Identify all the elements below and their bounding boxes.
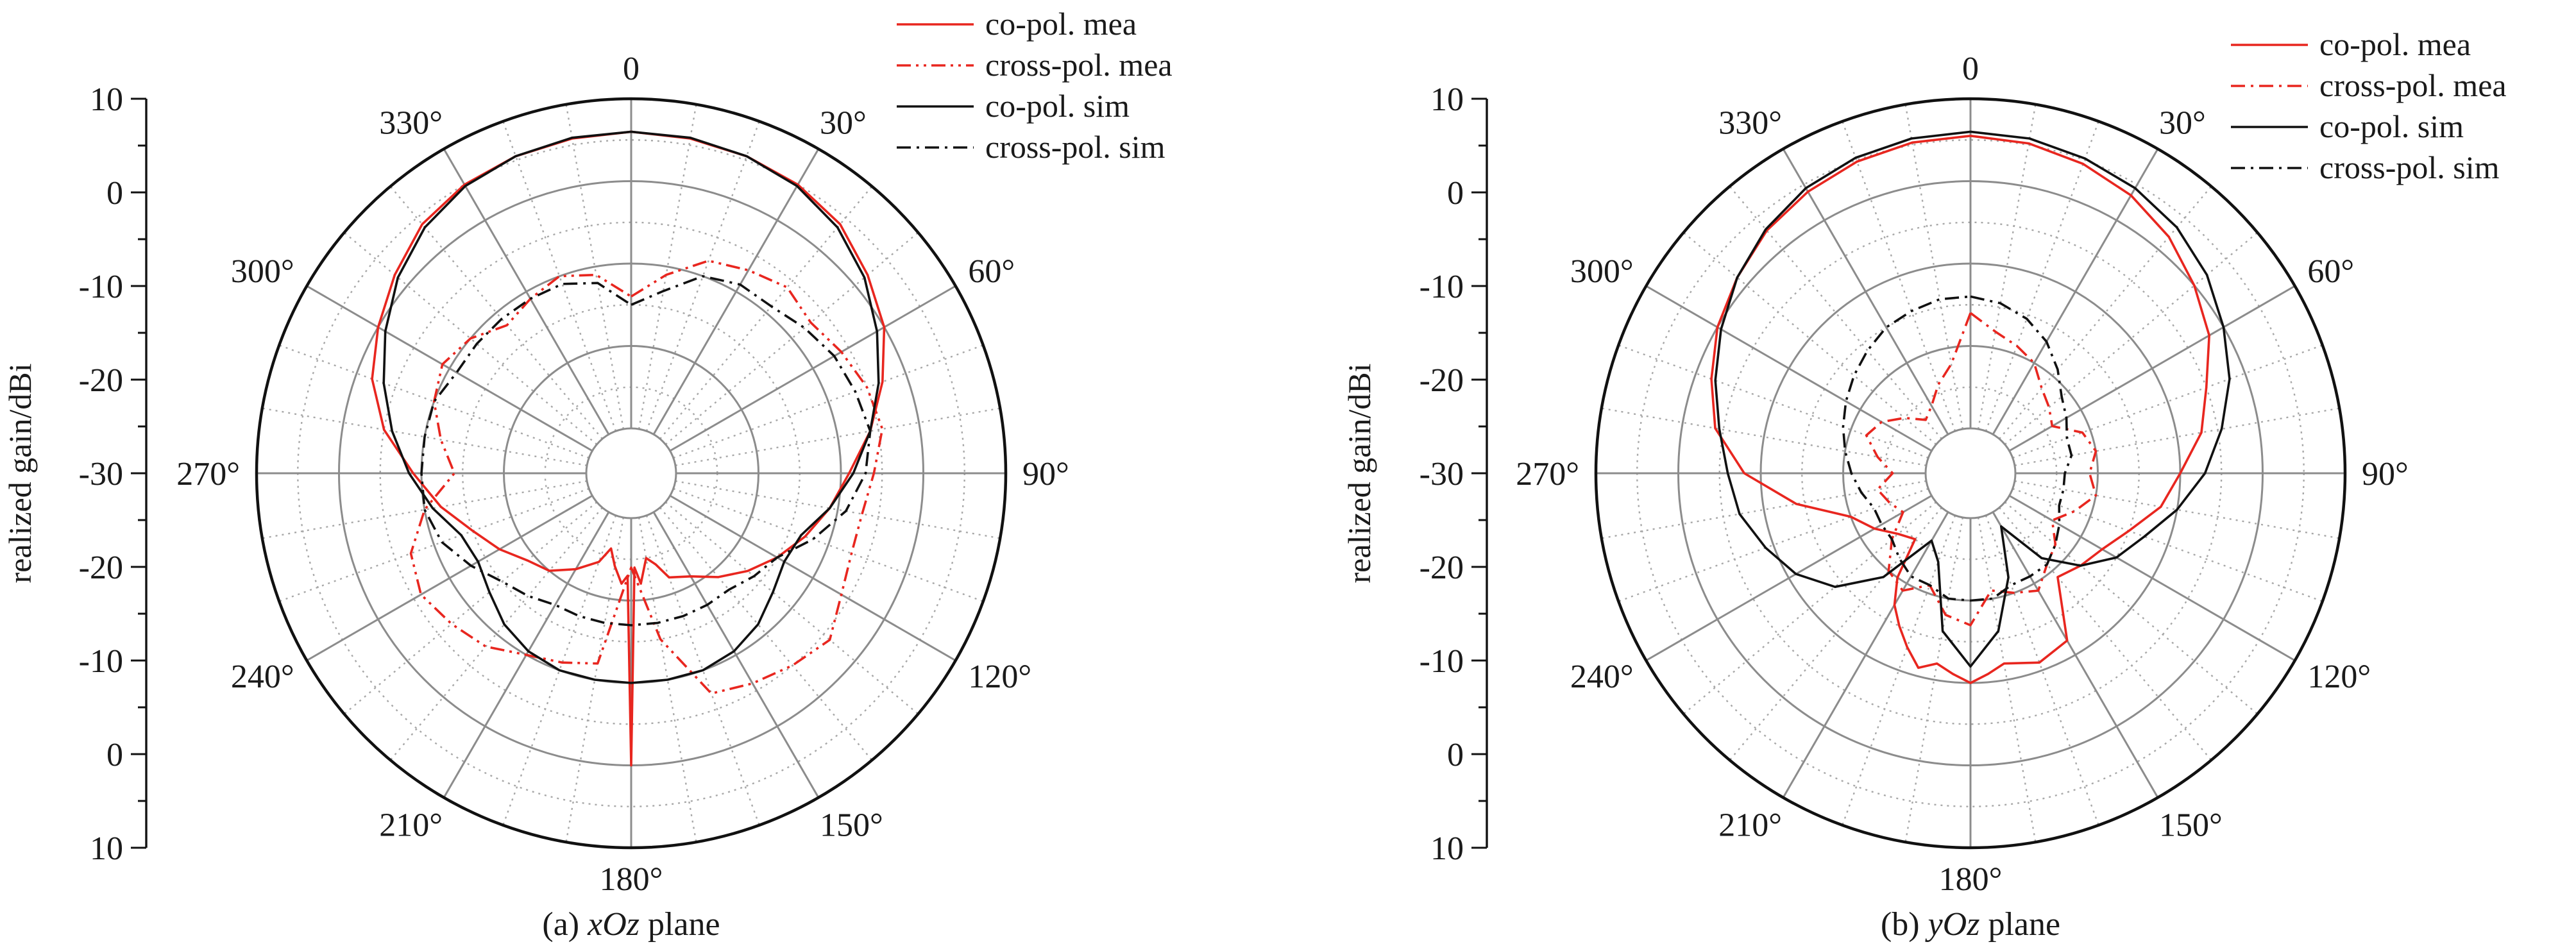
angle-label: 30°: [2159, 105, 2206, 142]
series-line-cross-pol-mea: [409, 259, 884, 695]
legend-label: co-pol. sim: [985, 88, 1130, 124]
grid-spoke-major: [306, 285, 593, 452]
polar-chart-2: 0 30° 60° 90° 120° 150° 180° 210° 240° 270° 300° 33…: [1341, 26, 2507, 943]
angle-label: 240°: [1570, 659, 1634, 695]
series-line-co-pol-mea: [1710, 135, 2210, 684]
polar-outer-border: [255, 97, 1008, 850]
angle-label: 60°: [2307, 253, 2354, 290]
radial-tick-label: 10: [90, 81, 123, 118]
angle-label: 240°: [231, 659, 294, 695]
grid-spoke-major: [306, 494, 593, 662]
angle-label: 330°: [379, 105, 443, 142]
angle-label: 210°: [379, 807, 443, 843]
angle-label: 0: [1962, 51, 1979, 87]
grid-spoke-major: [443, 148, 610, 435]
inner-ring: [1924, 427, 2017, 519]
radial-tick-label: 10: [1430, 830, 1464, 867]
angle-label: 270°: [1516, 456, 1579, 492]
angle-label: 180°: [1939, 861, 2003, 898]
polar-chart-1: 0 30° 60° 90° 120° 150° 180° 210° 240° 270° 300° 33…: [2, 6, 1173, 943]
radial-tick-label: 10: [90, 830, 123, 867]
radial-tick-label: -30: [79, 456, 123, 492]
series-line-cross-pol-sim: [420, 274, 872, 627]
grid-spoke-major: [1782, 148, 1949, 435]
angle-label: 150°: [2159, 807, 2223, 843]
grid-spoke-major: [652, 148, 820, 435]
radial-tick-label: -20: [79, 362, 123, 399]
angle-label: 180°: [600, 861, 663, 898]
grid-spoke-major: [2008, 494, 2296, 662]
grid-spoke-major: [1992, 148, 2159, 435]
legend-label: cross-pol. mea: [985, 47, 1173, 83]
angle-label: 60°: [968, 253, 1015, 290]
radial-tick-label: 10: [1430, 81, 1464, 118]
angle-label: 90°: [1022, 456, 1069, 492]
radial-axis-title: realized gain/dBi: [1341, 364, 1377, 584]
grid-spoke-major: [1645, 494, 1933, 662]
radial-tick-label: 0: [1447, 175, 1464, 212]
angle-label: 210°: [1718, 807, 1782, 843]
angle-label: 150°: [820, 807, 883, 843]
angle-label: 0: [623, 51, 640, 87]
radial-tick-label: -10: [79, 269, 123, 305]
radial-tick-label: -10: [1419, 643, 1464, 680]
radial-tick-label: -20: [1419, 550, 1464, 586]
grid-spoke-major: [1645, 285, 1933, 452]
radial-tick-label: -10: [1419, 269, 1464, 305]
angle-label: 30°: [820, 105, 867, 142]
radial-tick-label: -10: [79, 643, 123, 680]
grid-spoke-major: [652, 511, 820, 798]
polar-outer-border: [1594, 97, 2347, 850]
series-line-cross-pol-sim: [1842, 295, 2073, 602]
angle-label: 300°: [231, 253, 294, 290]
legend-label: co-pol. mea: [2319, 26, 2471, 62]
radial-tick-label: 0: [106, 737, 123, 773]
angle-label: 270°: [176, 456, 240, 492]
legend-label: cross-pol. sim: [2319, 149, 2500, 185]
radial-tick-label: -20: [1419, 362, 1464, 399]
chart-caption: (b) yOz plane: [1881, 906, 2060, 943]
legend-label: cross-pol. sim: [985, 129, 1165, 165]
grid-spoke-major: [1992, 511, 2159, 798]
grid-spoke-major: [1782, 511, 1949, 798]
angle-label: 90°: [2362, 456, 2409, 492]
series-line-co-pol-sim: [382, 130, 880, 684]
grid-spoke-major: [669, 285, 956, 452]
grid-spoke-major: [669, 494, 956, 662]
angle-label: 300°: [1570, 253, 1634, 290]
radial-axis-title: realized gain/dBi: [2, 364, 38, 584]
chart-caption: (a) xOz plane: [542, 906, 720, 943]
legend-label: co-pol. mea: [985, 6, 1137, 42]
angle-label: 120°: [2307, 659, 2371, 695]
series-line-cross-pol-mea: [1865, 312, 2097, 627]
inner-ring: [585, 427, 677, 519]
radial-tick-label: -30: [1419, 456, 1464, 492]
radial-tick-label: -20: [79, 550, 123, 586]
legend-label: co-pol. sim: [2319, 108, 2464, 144]
radial-tick-label: 0: [106, 175, 123, 212]
angle-label: 330°: [1718, 105, 1782, 142]
series-line-co-pol-mea: [371, 130, 886, 767]
radial-tick-label: 0: [1447, 737, 1464, 773]
grid-spoke-major: [2008, 285, 2296, 452]
angle-label: 120°: [968, 659, 1031, 695]
series-line-co-pol-sim: [1714, 130, 2231, 668]
legend-label: cross-pol. mea: [2319, 67, 2507, 103]
